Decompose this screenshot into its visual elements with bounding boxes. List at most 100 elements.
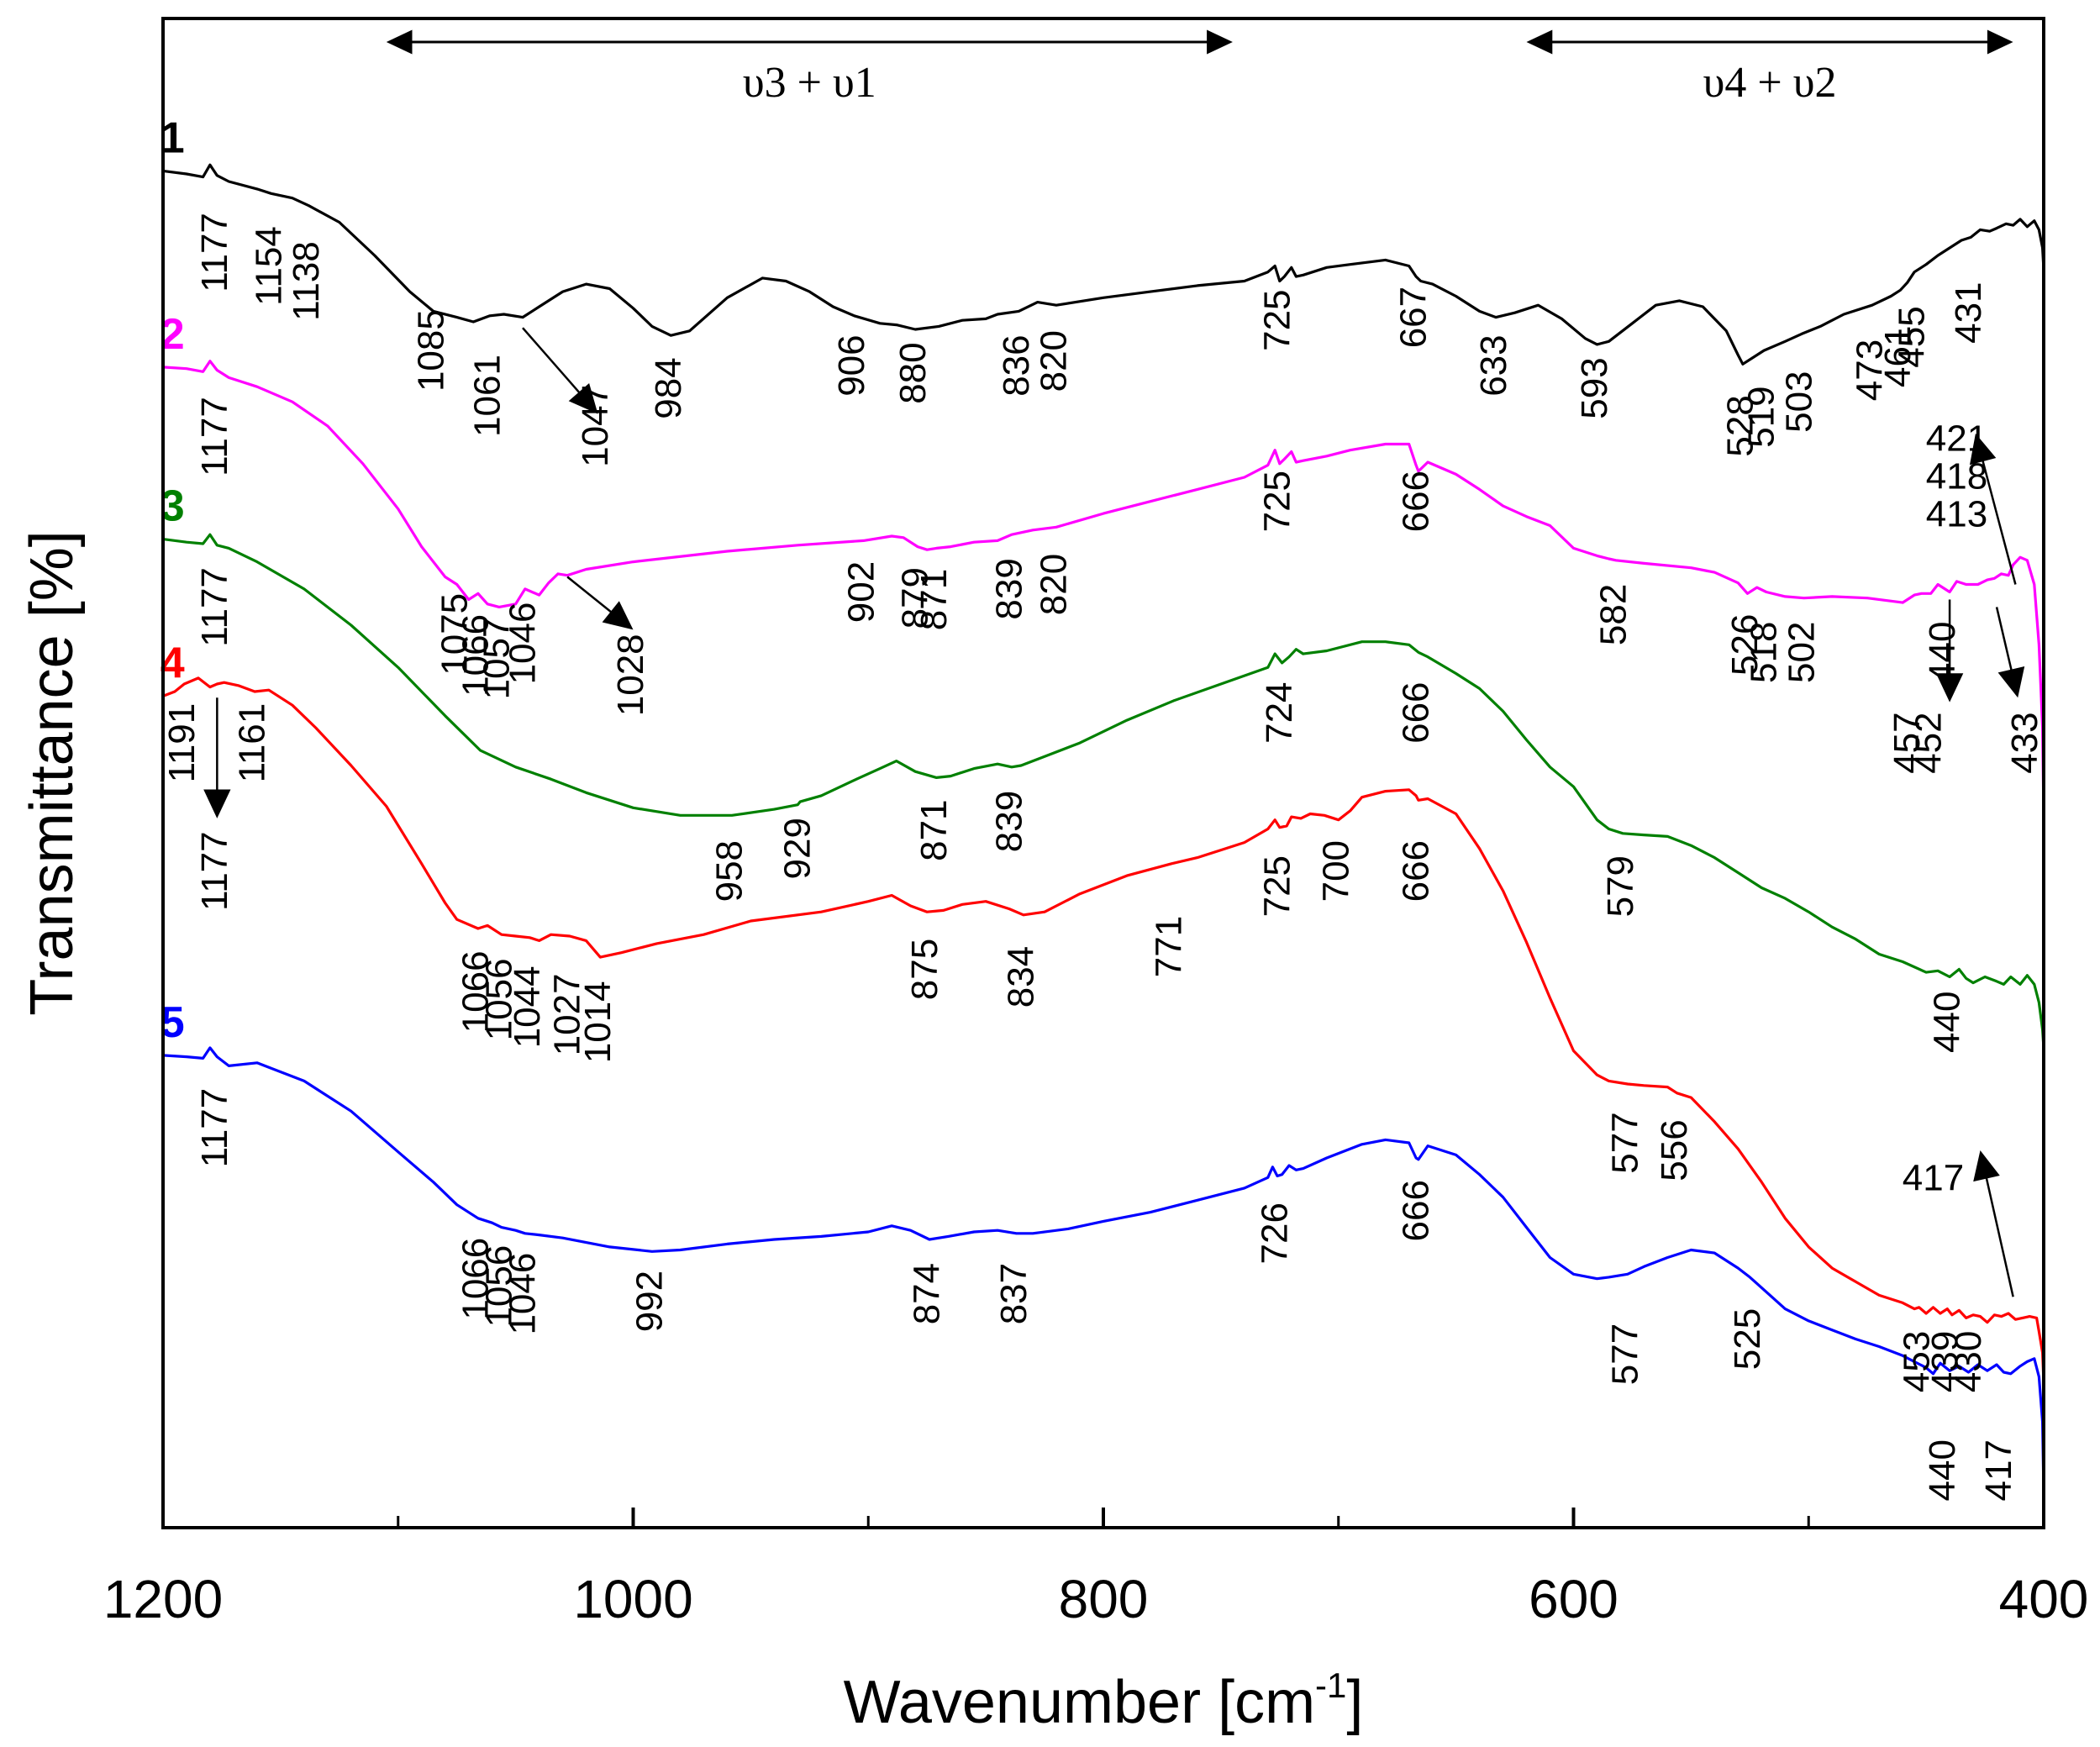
annotation-arrow-head-3 — [1970, 433, 1997, 466]
peak-label: 902 — [840, 561, 882, 623]
peak-label: 577 — [1604, 1323, 1645, 1385]
x-tick-label-600: 600 — [1529, 1569, 1618, 1629]
peak-label: 1138 — [286, 241, 327, 321]
peak-label: 417 — [1903, 1158, 1964, 1199]
series-line-4 — [162, 676, 2045, 1381]
spectra-series — [162, 163, 2045, 1492]
peak-label: 726 — [1255, 1202, 1296, 1264]
peak-label: 503 — [1779, 371, 1820, 432]
peak-label: 666 — [1396, 840, 1437, 902]
plot-frame — [161, 17, 2045, 1529]
annotation-arrow-2 — [566, 576, 618, 618]
x-tick-label-1200: 1200 — [103, 1569, 223, 1629]
series-line-1 — [162, 163, 2045, 366]
peak-label: 906 — [831, 334, 872, 396]
peak-label: 1085 — [410, 309, 451, 392]
annotation-arrow-head-2 — [602, 601, 634, 630]
peak-label: 1047 — [575, 385, 616, 467]
peak-label: 1177 — [194, 831, 235, 911]
peak-label: 820 — [1034, 554, 1075, 615]
x-axis-label-superscript: -1 — [1315, 1665, 1346, 1705]
x-axis: 1200 1000 800 600 400 — [103, 1508, 2089, 1629]
x-axis-label: Wavenumber [cm-1] — [844, 1665, 1364, 1736]
peak-label: 577 — [1604, 1112, 1645, 1173]
region-arrow-head-left-1 — [386, 29, 413, 55]
annotation-arrow-head-7 — [1973, 1150, 2000, 1182]
peak-label: 929 — [777, 818, 818, 879]
peak-label: 666 — [1396, 471, 1437, 532]
band-regions: υ3 + υ1 υ4 + υ2 — [386, 29, 2013, 107]
peak-label: 430 — [1948, 1331, 1989, 1392]
peak-label: 1066 — [455, 950, 497, 1033]
peak-label: 440 — [1922, 1439, 1963, 1501]
peak-label: 1177 — [194, 397, 235, 476]
peak-label: 1161 — [232, 703, 273, 783]
peak-label: 593 — [1574, 357, 1615, 418]
peak-label: 519 — [1741, 386, 1782, 447]
peak-label: 440 — [1927, 992, 1968, 1053]
peak-label: 1044 — [507, 966, 548, 1048]
peak-label: 667 — [1393, 287, 1434, 348]
y-axis-label: Transmittance [%] — [18, 530, 86, 1016]
peak-label: 700 — [1315, 840, 1356, 902]
peak-label: 666 — [1396, 1180, 1437, 1241]
peak-label: 473 — [1849, 339, 1890, 401]
peak-label: 433 — [2004, 712, 2045, 773]
peak-label: 1056 — [478, 958, 519, 1040]
peak-label: 579 — [1600, 855, 1641, 917]
peak-label: 666 — [1396, 681, 1437, 743]
peak-label: 992 — [629, 1271, 671, 1332]
x-tick-label-800: 800 — [1059, 1569, 1149, 1629]
peak-label: 1177 — [194, 567, 235, 647]
series-line-5 — [162, 1046, 2045, 1492]
peak-label: 1057 — [476, 618, 518, 700]
peak-label: 871 — [913, 799, 955, 860]
annotation-arrow-1 — [522, 327, 585, 398]
peak-label: 1066 — [455, 614, 497, 697]
peak-label: 439 — [1924, 1331, 1966, 1392]
region-label-2: υ4 + υ2 — [1703, 59, 1837, 107]
peak-label: 820 — [1034, 330, 1075, 392]
peak-label: 1027 — [547, 973, 588, 1055]
annotation-arrow-head-1 — [568, 383, 598, 414]
peak-label: 839 — [989, 558, 1030, 619]
peak-label: 633 — [1473, 334, 1514, 396]
annotation-arrow-5 — [1995, 607, 2014, 677]
peak-label: 1046 — [502, 603, 543, 685]
annotation-arrow-head-4 — [1935, 673, 1964, 702]
peak-label: 556 — [1654, 1119, 1695, 1181]
peak-label: 1066 — [455, 1238, 497, 1320]
peak-label: 1046 — [502, 1253, 543, 1335]
peak-label: 724 — [1259, 681, 1300, 743]
peak-label: 725 — [1256, 471, 1297, 532]
peak-label: 984 — [648, 357, 689, 418]
peak-label: 431 — [1948, 282, 1989, 343]
region-label-1: υ3 + υ1 — [743, 59, 876, 107]
series-line-2 — [162, 360, 2045, 814]
peak-label: 875 — [904, 939, 945, 1000]
peak-label: 725 — [1256, 289, 1297, 350]
peak-label: 1014 — [577, 981, 618, 1063]
peak-label: 518 — [1744, 622, 1785, 683]
peak-label: 1056 — [478, 1245, 519, 1328]
peak-label: 771 — [1149, 916, 1190, 977]
peak-label: 417 — [1978, 1439, 2019, 1501]
peak-label: 1177 — [194, 213, 235, 292]
region-arrow-head-right-2 — [1987, 29, 2013, 55]
series-line-3 — [162, 533, 2045, 1049]
peak-label: 413 — [1926, 493, 1987, 534]
annotation-arrow-head-6 — [203, 789, 231, 818]
peak-label: 880 — [892, 342, 934, 403]
peak-label: 452 — [1908, 712, 1949, 773]
peak-label: 874 — [907, 1263, 948, 1324]
peak-label: 879 — [895, 567, 936, 629]
peak-label: 421 — [1926, 418, 1987, 460]
peak-label: 418 — [1926, 455, 1987, 497]
peak-label: 1028 — [610, 634, 651, 716]
peak-label: 528 — [1720, 395, 1761, 456]
annotation-arrows — [203, 327, 2025, 1297]
annotation-arrow-3 — [1980, 454, 2017, 585]
x-tick-label-400: 400 — [1999, 1569, 2089, 1629]
peak-label: 837 — [993, 1263, 1034, 1324]
